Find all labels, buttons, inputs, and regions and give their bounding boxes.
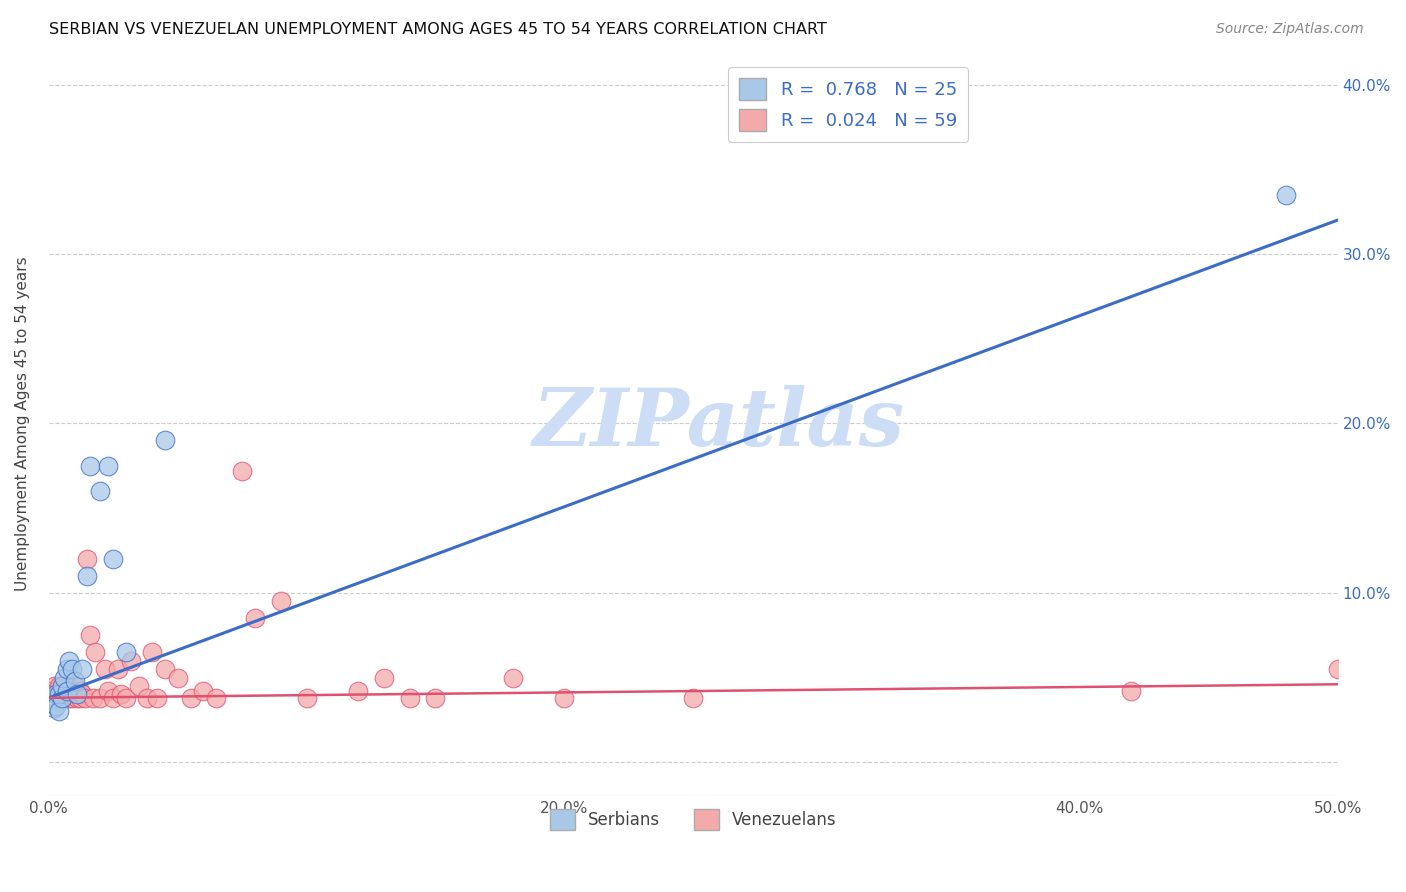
- Point: [58, 654, 80, 668]
- Point: [120, 654, 142, 668]
- Point: [76, 569, 98, 583]
- Point: [97, 458, 120, 473]
- Point: [103, 552, 125, 566]
- Point: [84, 645, 107, 659]
- Point: [45, 684, 67, 698]
- Point: [73, 690, 96, 705]
- Point: [115, 645, 138, 659]
- Point: [231, 464, 253, 478]
- Point: [79, 458, 101, 473]
- Point: [166, 671, 188, 685]
- Point: [45, 688, 67, 702]
- Point: [53, 671, 76, 685]
- Point: [1275, 187, 1298, 202]
- Point: [48, 688, 70, 702]
- Point: [553, 690, 575, 705]
- Point: [42, 679, 65, 693]
- Point: [56, 679, 79, 693]
- Point: [502, 671, 524, 685]
- Text: Source: ZipAtlas.com: Source: ZipAtlas.com: [1216, 22, 1364, 37]
- Point: [180, 690, 202, 705]
- Point: [94, 662, 117, 676]
- Point: [79, 628, 101, 642]
- Point: [56, 688, 79, 702]
- Point: [58, 690, 80, 705]
- Point: [398, 690, 420, 705]
- Point: [56, 684, 79, 698]
- Point: [48, 679, 70, 693]
- Point: [135, 690, 157, 705]
- Point: [193, 684, 215, 698]
- Point: [115, 690, 138, 705]
- Point: [69, 690, 91, 705]
- Point: [682, 690, 704, 705]
- Text: ZIPatlas: ZIPatlas: [533, 384, 905, 462]
- Point: [63, 673, 86, 688]
- Point: [205, 690, 228, 705]
- Point: [89, 690, 111, 705]
- Point: [51, 690, 73, 705]
- Point: [153, 434, 176, 448]
- Point: [103, 690, 125, 705]
- Point: [72, 662, 94, 676]
- Point: [41, 696, 63, 710]
- Point: [295, 690, 318, 705]
- Point: [97, 684, 120, 698]
- Point: [107, 662, 129, 676]
- Point: [66, 688, 89, 702]
- Point: [42, 688, 65, 702]
- Point: [51, 679, 73, 693]
- Point: [66, 690, 89, 705]
- Point: [1326, 662, 1348, 676]
- Point: [347, 684, 370, 698]
- Point: [141, 645, 163, 659]
- Point: [42, 690, 65, 705]
- Y-axis label: Unemployment Among Ages 45 to 54 years: Unemployment Among Ages 45 to 54 years: [15, 256, 30, 591]
- Point: [41, 690, 63, 705]
- Point: [53, 690, 76, 705]
- Point: [76, 552, 98, 566]
- Point: [53, 684, 76, 698]
- Point: [45, 699, 67, 714]
- Point: [63, 679, 86, 693]
- Point: [425, 690, 447, 705]
- Point: [51, 688, 73, 702]
- Point: [110, 688, 132, 702]
- Point: [60, 684, 83, 698]
- Point: [82, 690, 104, 705]
- Point: [58, 688, 80, 702]
- Point: [243, 611, 266, 625]
- Point: [51, 690, 73, 705]
- Point: [63, 688, 86, 702]
- Point: [48, 688, 70, 702]
- Text: SERBIAN VS VENEZUELAN UNEMPLOYMENT AMONG AGES 45 TO 54 YEARS CORRELATION CHART: SERBIAN VS VENEZUELAN UNEMPLOYMENT AMONG…: [49, 22, 827, 37]
- Point: [1121, 684, 1143, 698]
- Point: [60, 662, 83, 676]
- Point: [153, 662, 176, 676]
- Point: [60, 690, 83, 705]
- Point: [45, 690, 67, 705]
- Point: [41, 684, 63, 698]
- Point: [42, 701, 65, 715]
- Point: [69, 684, 91, 698]
- Point: [56, 662, 79, 676]
- Point: [373, 671, 395, 685]
- Point: [48, 705, 70, 719]
- Point: [270, 594, 292, 608]
- Point: [89, 484, 111, 499]
- Point: [146, 690, 169, 705]
- Legend: Serbians, Venezuelans: Serbians, Venezuelans: [543, 803, 844, 836]
- Point: [128, 679, 150, 693]
- Point: [72, 688, 94, 702]
